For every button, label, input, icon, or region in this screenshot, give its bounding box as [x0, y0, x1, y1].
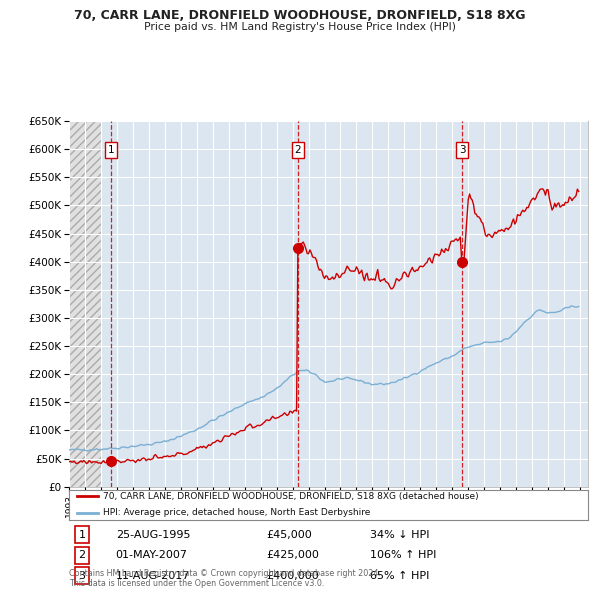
Text: 11-AUG-2017: 11-AUG-2017	[116, 571, 190, 581]
Text: 106% ↑ HPI: 106% ↑ HPI	[370, 550, 436, 560]
Text: 2: 2	[295, 145, 301, 155]
Text: 65% ↑ HPI: 65% ↑ HPI	[370, 571, 430, 581]
Text: £400,000: £400,000	[266, 571, 319, 581]
Text: HPI: Average price, detached house, North East Derbyshire: HPI: Average price, detached house, Nort…	[103, 508, 370, 517]
Text: 70, CARR LANE, DRONFIELD WOODHOUSE, DRONFIELD, S18 8XG (detached house): 70, CARR LANE, DRONFIELD WOODHOUSE, DRON…	[103, 492, 478, 501]
Text: 01-MAY-2007: 01-MAY-2007	[116, 550, 188, 560]
Text: Price paid vs. HM Land Registry's House Price Index (HPI): Price paid vs. HM Land Registry's House …	[144, 22, 456, 32]
Text: 1: 1	[79, 530, 85, 540]
Text: 1: 1	[108, 145, 115, 155]
Text: 3: 3	[459, 145, 466, 155]
Text: 70, CARR LANE, DRONFIELD WOODHOUSE, DRONFIELD, S18 8XG: 70, CARR LANE, DRONFIELD WOODHOUSE, DRON…	[74, 9, 526, 22]
Text: 34% ↓ HPI: 34% ↓ HPI	[370, 530, 430, 540]
Text: £425,000: £425,000	[266, 550, 319, 560]
Text: 3: 3	[79, 571, 85, 581]
Text: Contains HM Land Registry data © Crown copyright and database right 2024.
This d: Contains HM Land Registry data © Crown c…	[69, 569, 381, 588]
Bar	[69, 121, 101, 487]
Text: 25-AUG-1995: 25-AUG-1995	[116, 530, 190, 540]
Text: £45,000: £45,000	[266, 530, 312, 540]
Text: 2: 2	[79, 550, 86, 560]
